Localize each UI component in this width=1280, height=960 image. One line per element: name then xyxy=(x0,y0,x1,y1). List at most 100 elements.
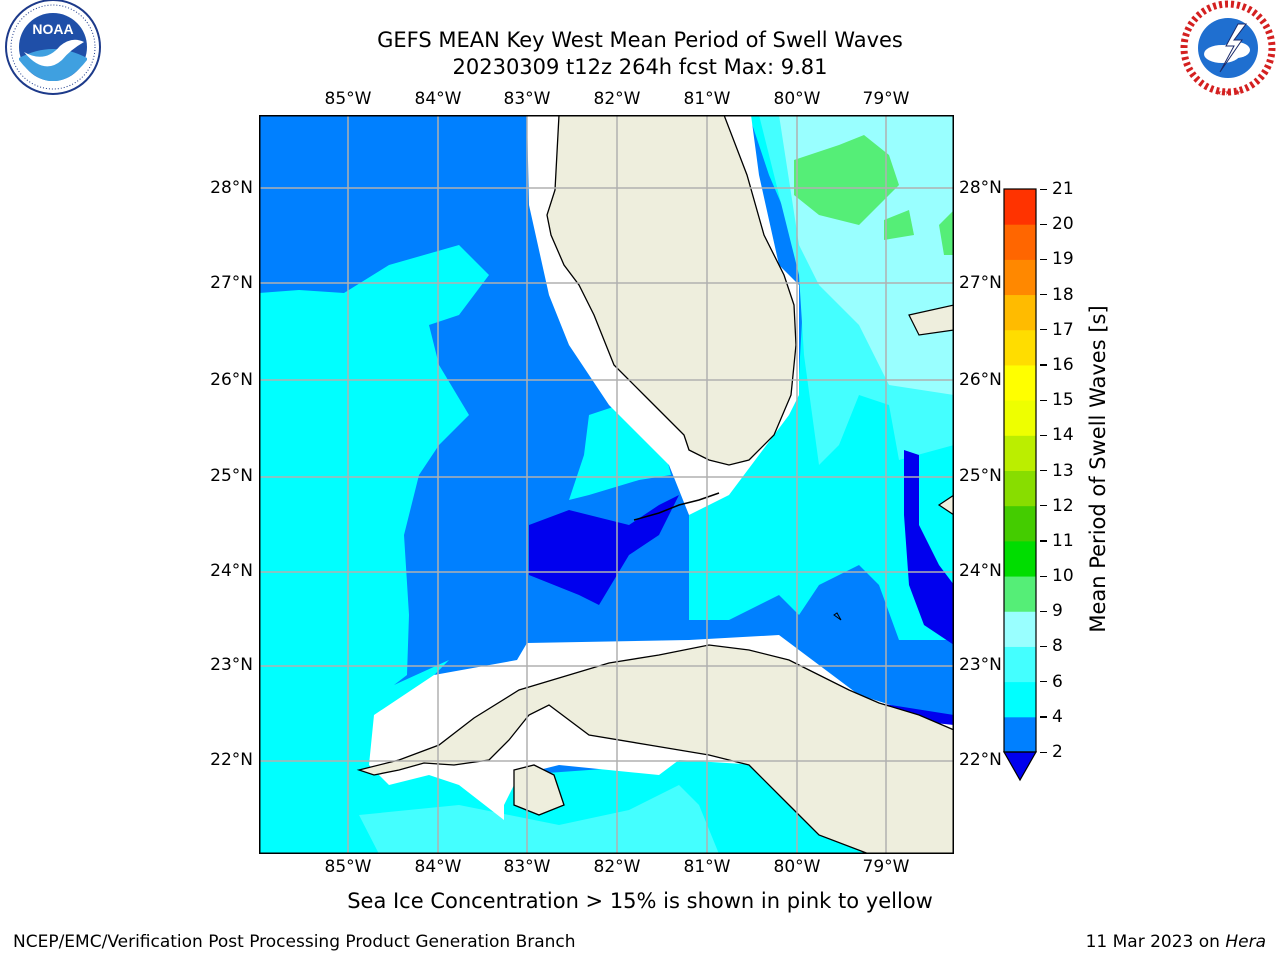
florida-keys xyxy=(633,492,720,521)
colorbar-swatch xyxy=(1004,470,1036,507)
colorbar-tick-mark xyxy=(1040,294,1047,296)
colorbar-tick-label: 21 xyxy=(1052,179,1074,199)
lon-label-top: 84°W xyxy=(414,89,462,109)
lat-label-right: 27°N xyxy=(959,273,1002,293)
footer-date: 11 Mar 2023 on Hera xyxy=(1086,932,1266,952)
footer-credit: NCEP/EMC/Verification Post Processing Pr… xyxy=(13,932,576,952)
colorbar-tick-mark xyxy=(1040,470,1047,472)
colorbar-swatch xyxy=(1004,611,1036,647)
lon-label-bottom: 83°W xyxy=(503,857,551,877)
lon-label-bottom: 81°W xyxy=(683,857,731,877)
colorbar-tick-mark xyxy=(1040,364,1047,366)
map-subtitle: 20230309 t12z 264h fcst Max: 9.81 xyxy=(452,55,828,79)
colorbar-tick-mark xyxy=(1040,575,1047,577)
map-frame xyxy=(259,115,954,854)
colorbar-tick-mark xyxy=(1040,258,1047,261)
swell-region-green xyxy=(794,135,899,225)
lat-label-left: 25°N xyxy=(210,466,253,486)
colorbar-swatch xyxy=(1004,646,1036,683)
swell-region-dark-keys xyxy=(529,495,679,605)
colorbar-extend-arrow xyxy=(1002,751,1038,782)
lat-label-right: 26°N xyxy=(959,370,1002,390)
swell-region-west xyxy=(259,245,489,854)
lat-label-right: 25°N xyxy=(959,466,1002,486)
land-florida xyxy=(546,115,797,466)
colorbar-swatch xyxy=(1004,294,1036,331)
colorbar-tick-label: 4 xyxy=(1052,706,1063,727)
lat-label-left: 28°N xyxy=(210,178,253,198)
colorbar-swatch xyxy=(1004,576,1036,612)
colorbar-swatch xyxy=(1004,364,1036,401)
colorbar-tick-mark xyxy=(1040,188,1047,190)
colorbar-tick-label: 9 xyxy=(1052,601,1063,622)
lon-label-top: 82°W xyxy=(593,89,641,109)
map-canvas xyxy=(259,115,954,854)
lon-label-bottom: 82°W xyxy=(593,857,641,877)
lon-label-top: 85°W xyxy=(324,89,372,109)
colorbar-tick-mark xyxy=(1040,610,1047,612)
colorbar-swatch xyxy=(1004,224,1036,260)
colorbar-tick-label: 17 xyxy=(1052,319,1074,340)
lon-label-bottom: 80°W xyxy=(773,857,821,877)
colorbar-tick-label: 8 xyxy=(1052,636,1063,657)
colorbar xyxy=(1002,188,1038,782)
map-title: GEFS MEAN Key West Mean Period of Swell … xyxy=(377,28,903,52)
colorbar-tick-label: 10 xyxy=(1052,566,1074,587)
colorbar-tick-label: 12 xyxy=(1052,495,1074,516)
colorbar-swatch xyxy=(1004,189,1036,225)
lat-label-left: 22°N xyxy=(210,750,253,770)
noaa-logo: NOAA xyxy=(5,0,101,95)
lat-label-right: 22°N xyxy=(959,750,1002,770)
land-bahamas xyxy=(908,304,954,336)
colorbar-swatch xyxy=(1004,540,1036,577)
lat-label-right: 24°N xyxy=(959,561,1002,581)
lat-label-right: 23°N xyxy=(959,655,1002,675)
colorbar-swatch xyxy=(1004,435,1036,471)
colorbar-tick-label: 13 xyxy=(1052,460,1074,481)
swell-region-dark-east xyxy=(904,450,954,645)
lon-label-top: 79°W xyxy=(862,89,910,109)
colorbar-swatch xyxy=(1004,329,1036,366)
colorbar-tick-mark xyxy=(1040,681,1047,683)
colorbar-tick-mark xyxy=(1040,645,1047,648)
lat-label-left: 24°N xyxy=(210,561,253,581)
colorbar-swatch xyxy=(1004,400,1036,436)
colorbar-tick-mark xyxy=(1040,540,1047,542)
colorbar-tick-label: 6 xyxy=(1052,671,1063,692)
lat-label-right: 28°N xyxy=(959,178,1002,198)
colorbar-swatch xyxy=(1004,259,1036,296)
lon-label-bottom: 84°W xyxy=(414,857,462,877)
colorbar-swatch xyxy=(1004,505,1036,542)
sea-ice-note: Sea Ice Concentration > 15% is shown in … xyxy=(347,889,933,913)
colorbar-frame xyxy=(1003,188,1037,753)
colorbar-tick-label: 2 xyxy=(1052,742,1063,762)
colorbar-tick-mark xyxy=(1040,329,1047,331)
lat-label-left: 27°N xyxy=(210,273,253,293)
lon-label-top: 81°W xyxy=(683,89,731,109)
colorbar-tick-mark xyxy=(1040,434,1047,436)
colorbar-tick-label: 18 xyxy=(1052,284,1074,305)
lon-label-top: 83°W xyxy=(503,89,551,109)
nws-logo: ★ ★ ★ xyxy=(1180,0,1276,97)
colorbar-tick-mark xyxy=(1040,751,1047,753)
colorbar-tick-label: 19 xyxy=(1052,249,1074,270)
colorbar-label: Mean Period of Swell Waves [s] xyxy=(1086,305,1110,633)
colorbar-swatch xyxy=(1004,716,1036,753)
svg-text:NOAA: NOAA xyxy=(32,21,73,37)
colorbar-swatch xyxy=(1004,681,1036,718)
land-cuba xyxy=(356,644,954,854)
colorbar-tick-mark xyxy=(1040,505,1047,507)
svg-text:★ ★ ★: ★ ★ ★ xyxy=(1215,88,1241,97)
lon-label-top: 80°W xyxy=(773,89,821,109)
lon-label-bottom: 85°W xyxy=(324,857,372,877)
lat-label-left: 26°N xyxy=(210,370,253,390)
lat-label-left: 23°N xyxy=(210,655,253,675)
colorbar-tick-mark xyxy=(1040,399,1047,401)
footer-date-text: 11 Mar 2023 on xyxy=(1085,932,1226,952)
footer-machine: Hera xyxy=(1225,932,1266,952)
colorbar-tick-label: 14 xyxy=(1052,425,1074,446)
colorbar-tick-label: 11 xyxy=(1052,530,1074,551)
colorbar-tick-mark xyxy=(1040,223,1047,225)
lon-label-bottom: 79°W xyxy=(862,857,910,877)
colorbar-tick-label: 20 xyxy=(1052,214,1074,235)
